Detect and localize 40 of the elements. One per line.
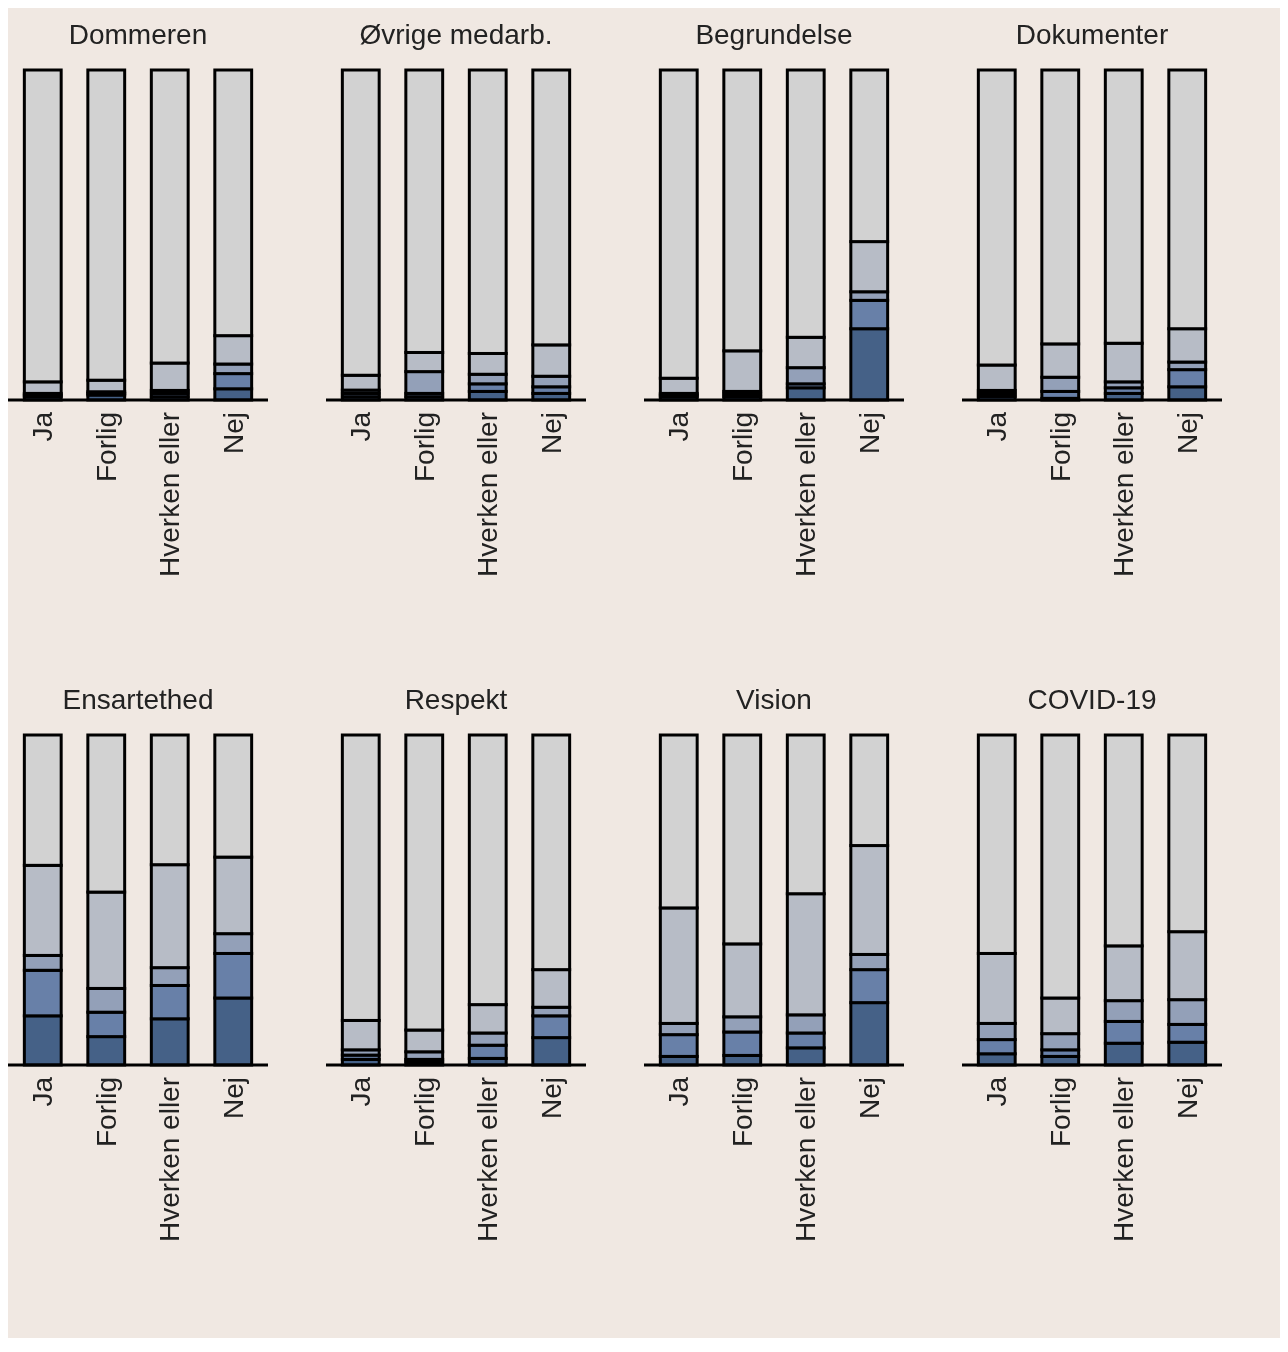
x-tick-label: Hverken eller xyxy=(472,412,504,577)
x-tick-label: Ja xyxy=(981,411,1013,442)
chart-title: Vision xyxy=(736,684,812,715)
x-tick-label: Nej xyxy=(217,412,249,455)
chart-title: Respekt xyxy=(404,684,508,715)
x-tick-label: Ja xyxy=(27,411,59,442)
x-tick-label: Nej xyxy=(535,412,567,455)
x-tick-label: Forlig xyxy=(726,1077,758,1148)
x-tick-label: Ja xyxy=(27,1076,59,1107)
x-tick-label: Hverken eller xyxy=(1108,412,1140,577)
x-tick-label: Hverken eller xyxy=(790,412,822,577)
chart-title: COVID-19 xyxy=(1027,684,1157,715)
x-tick-label: Forlig xyxy=(1044,412,1076,483)
x-tick-label: Hverken eller xyxy=(472,1077,504,1242)
x-tick-label: Ja xyxy=(345,411,377,442)
x-tick-label: Nej xyxy=(217,1077,249,1120)
x-tick-label: Forlig xyxy=(90,1077,122,1148)
x-tick-label: Hverken eller xyxy=(154,1077,186,1242)
x-tick-label: Ja xyxy=(345,1076,377,1107)
x-tick-label: Nej xyxy=(853,412,885,455)
x-tick-label: Nej xyxy=(1171,412,1203,455)
chart-title: Dommeren xyxy=(68,19,208,50)
x-tick-label: Forlig xyxy=(408,412,440,483)
chart-title: Dokumenter xyxy=(1015,19,1169,50)
x-tick-label: Nej xyxy=(1171,1077,1203,1120)
x-tick-label: Nej xyxy=(853,1077,885,1120)
x-tick-label: Hverken eller xyxy=(1108,1077,1140,1242)
x-tick-label: Forlig xyxy=(726,412,758,483)
x-tick-label: Ja xyxy=(663,1076,695,1107)
x-tick-label: Ja xyxy=(981,1076,1013,1107)
chart-title: Øvrige medarb. xyxy=(359,19,553,50)
x-tick-label: Hverken eller xyxy=(790,1077,822,1242)
x-tick-label: Ja xyxy=(663,411,695,442)
x-tick-label: Forlig xyxy=(90,412,122,483)
chart-title: Begrundelse xyxy=(695,19,853,50)
x-tick-label: Hverken eller xyxy=(154,412,186,577)
x-tick-label: Forlig xyxy=(408,1077,440,1148)
chart-title: Ensartethed xyxy=(62,684,214,715)
x-tick-label: Forlig xyxy=(1044,1077,1076,1148)
x-tick-label: Nej xyxy=(535,1077,567,1120)
